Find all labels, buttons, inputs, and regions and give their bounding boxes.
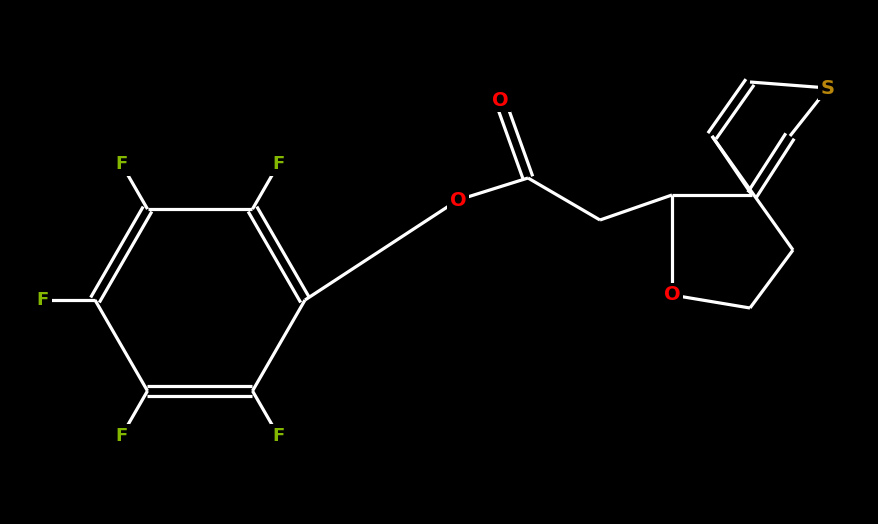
Text: F: F [272,427,284,445]
Text: O: O [450,191,466,210]
Text: F: F [115,427,127,445]
Text: F: F [115,155,127,173]
Text: S: S [820,79,834,97]
Text: F: F [37,291,49,309]
Text: O: O [663,286,680,304]
Text: F: F [272,155,284,173]
Text: O: O [491,91,507,110]
